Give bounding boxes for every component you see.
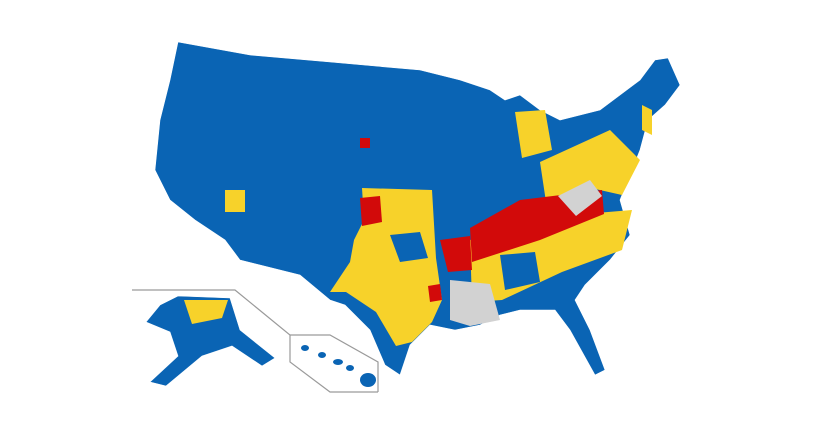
island bbox=[318, 352, 326, 358]
region bbox=[390, 232, 428, 262]
region bbox=[540, 130, 640, 202]
region bbox=[330, 188, 442, 346]
island bbox=[301, 345, 309, 351]
region bbox=[428, 284, 442, 302]
region bbox=[500, 252, 540, 290]
region bbox=[225, 190, 245, 212]
island bbox=[360, 373, 376, 387]
inset-border bbox=[132, 289, 378, 393]
hawaii bbox=[301, 345, 376, 387]
region bbox=[360, 196, 382, 226]
region bbox=[558, 180, 602, 216]
alaska bbox=[145, 295, 276, 387]
region bbox=[515, 110, 552, 158]
inset-border bbox=[290, 334, 379, 392]
island bbox=[333, 359, 343, 365]
region bbox=[360, 138, 370, 148]
region bbox=[184, 300, 228, 324]
region bbox=[642, 105, 652, 135]
region bbox=[450, 280, 500, 326]
island bbox=[346, 365, 354, 371]
region bbox=[440, 236, 472, 272]
